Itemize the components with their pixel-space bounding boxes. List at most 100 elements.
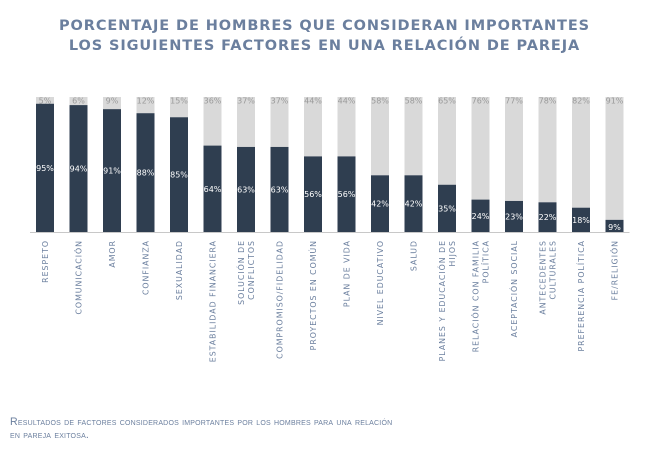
bar-yes-segment	[36, 103, 54, 232]
data-label-yes: 9%	[608, 223, 621, 232]
bar-yes-segment	[438, 184, 456, 232]
bar-no-segment	[136, 97, 155, 114]
category-label: COMUNICACIÓN	[75, 240, 84, 315]
data-label-yes: 91%	[103, 167, 121, 176]
category-label: ESTABILIDAD FINANCIERA	[209, 240, 218, 362]
bar-yes-segment	[136, 113, 155, 232]
bar-no-segment	[605, 97, 624, 220]
data-label-no: 78%	[539, 97, 557, 106]
category-label: POLÍTICA	[482, 240, 491, 283]
category-label: AMOR	[108, 240, 117, 268]
data-label-no: 91%	[606, 97, 624, 106]
bar-no-segment	[538, 97, 557, 203]
chart-caption-line-1: Resultados de factores considerados impo…	[10, 416, 393, 428]
data-label-yes: 88%	[137, 169, 155, 178]
category-label: PREFERENCIA POLÍTICA	[577, 240, 586, 352]
category-label: NIVEL EDUCATIVO	[376, 240, 385, 325]
bar-no-segment	[103, 97, 121, 110]
data-label-no: 37%	[271, 97, 289, 106]
bar-yes-segment	[371, 175, 389, 232]
data-label-no: 77%	[505, 97, 523, 106]
data-label-yes: 42%	[371, 200, 389, 209]
category-label: COMPROMISO/FIDELIDAD	[276, 240, 285, 359]
data-label-no: 36%	[204, 97, 222, 106]
category-label: SEXUALIDAD	[175, 240, 184, 300]
data-label-no: 58%	[371, 97, 389, 106]
data-label-no: 6%	[72, 97, 85, 106]
category-label: SOLUCIÓN DE	[237, 240, 246, 305]
bar-no-segment	[69, 97, 88, 106]
chart-title-line-1: PORCENTAJE DE HOMBRES QUE CONSIDERAN IMP…	[59, 18, 590, 34]
chart-caption-line-2: en pareja exitosa.	[10, 429, 90, 441]
category-label: PROYECTOS EN COMÚN	[309, 240, 318, 350]
stacked-bar-chart: 5% 95% RESPETO 6% 94% COMUNICACIÓN 9% 91% AMOR 12…	[30, 97, 630, 362]
data-label-yes: 64%	[204, 185, 222, 194]
category-label: CULTURALES	[549, 240, 558, 300]
data-label-yes: 18%	[572, 216, 590, 225]
category-label: ACEPTACIÓN SOCIAL	[510, 240, 519, 337]
bar-yes-segment	[538, 202, 557, 232]
data-label-yes: 94%	[70, 165, 88, 174]
category-label: CONFLICTOS	[247, 240, 256, 300]
bar-no-segment	[304, 97, 322, 157]
data-label-no: 44%	[304, 97, 322, 106]
bar-no-segment	[505, 97, 523, 201]
category-label: FE/RELIGIÓN	[611, 240, 620, 300]
bar-yes-segment	[404, 175, 423, 232]
category-label: CONFIANZA	[142, 240, 151, 295]
bar-yes-segment	[572, 207, 590, 232]
data-label-no: 15%	[170, 97, 188, 106]
data-label-yes: 56%	[338, 190, 356, 199]
data-label-no: 44%	[338, 97, 356, 106]
bar-yes-segment	[505, 200, 523, 232]
data-label-yes: 95%	[36, 164, 54, 173]
bar-yes-segment	[103, 109, 121, 232]
data-label-no: 65%	[438, 97, 456, 106]
category-label: RESPETO	[41, 240, 50, 283]
data-label-yes: 85%	[170, 171, 188, 180]
bar-yes-segment	[203, 145, 222, 232]
data-label-no: 76%	[472, 97, 490, 106]
data-label-no: 12%	[137, 97, 155, 106]
data-label-yes: 56%	[304, 190, 322, 199]
category-label: RELACIÓN CON FAMILIA	[472, 240, 481, 352]
data-label-yes: 63%	[271, 185, 289, 194]
data-label-yes: 42%	[405, 200, 423, 209]
data-label-yes: 24%	[472, 212, 490, 221]
data-label-no: 58%	[405, 97, 423, 106]
bar-no-segment	[438, 97, 456, 185]
bar-no-segment	[572, 97, 590, 208]
bar-no-segment	[337, 97, 356, 157]
bar-no-segment	[404, 97, 423, 176]
data-label-yes: 63%	[237, 185, 255, 194]
data-label-yes: 22%	[539, 213, 557, 222]
data-label-no: 37%	[237, 97, 255, 106]
data-label-yes: 23%	[505, 212, 523, 221]
bar-yes-segment	[605, 219, 624, 232]
bar-yes-segment	[170, 117, 188, 232]
chart-caption: Resultados de factores considerados impo…	[10, 416, 392, 442]
bar-yes-segment	[471, 199, 490, 232]
bar-no-segment	[371, 97, 389, 176]
bar-no-segment	[170, 97, 188, 118]
bar-no-segment	[36, 97, 54, 104]
category-label: PLANES Y EDUCACIÓN DE	[438, 240, 447, 361]
bar-yes-segment	[270, 146, 289, 232]
data-label-no: 82%	[572, 97, 590, 106]
bar-yes-segment	[304, 156, 322, 232]
chart-title: PORCENTAJE DE HOMBRES QUE CONSIDERAN IMP…	[0, 16, 649, 56]
bar-yes-segment	[337, 156, 356, 232]
bar-yes-segment	[69, 105, 88, 232]
category-label: HIJOS	[448, 240, 457, 267]
bar-no-segment	[270, 97, 289, 147]
category-label: ANTECEDENTES	[539, 240, 548, 315]
data-label-no: 5%	[39, 97, 52, 106]
bar-yes-segment	[237, 146, 255, 232]
bar-no-segment	[471, 97, 490, 200]
bar-no-segment	[203, 97, 222, 146]
bar-no-segment	[237, 97, 255, 147]
chart-title-line-2: LOS SIGUIENTES FACTORES EN UNA RELACIÓN …	[68, 38, 581, 54]
category-label: SALUD	[410, 240, 419, 271]
data-label-yes: 35%	[438, 204, 456, 213]
data-label-no: 9%	[106, 97, 119, 106]
